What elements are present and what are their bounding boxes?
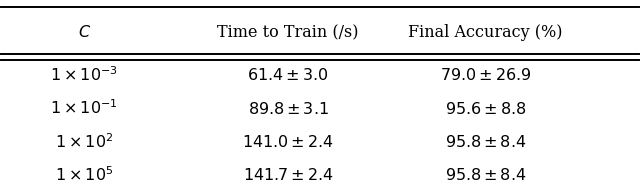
Text: $89.8 \pm 3.1$: $89.8 \pm 3.1$ <box>248 101 328 118</box>
Text: Time to Train (/s): Time to Train (/s) <box>218 24 359 41</box>
Text: $79.0 \pm 26.9$: $79.0 \pm 26.9$ <box>440 67 532 84</box>
Text: $95.8 \pm 8.4$: $95.8 \pm 8.4$ <box>445 134 526 151</box>
Text: $1 \times 10^{2}$: $1 \times 10^{2}$ <box>55 133 113 152</box>
Text: $95.6 \pm 8.8$: $95.6 \pm 8.8$ <box>445 101 526 118</box>
Text: $C$: $C$ <box>77 24 91 41</box>
Text: $1 \times 10^{-3}$: $1 \times 10^{-3}$ <box>51 66 118 85</box>
Text: $141.7 \pm 2.4$: $141.7 \pm 2.4$ <box>243 167 333 184</box>
Text: Final Accuracy (%): Final Accuracy (%) <box>408 24 563 41</box>
Text: $141.0 \pm 2.4$: $141.0 \pm 2.4$ <box>242 134 334 151</box>
Text: $95.8 \pm 8.4$: $95.8 \pm 8.4$ <box>445 167 526 184</box>
Text: $1 \times 10^{5}$: $1 \times 10^{5}$ <box>55 167 113 185</box>
Text: $1 \times 10^{-1}$: $1 \times 10^{-1}$ <box>51 100 118 118</box>
Text: $61.4 \pm 3.0$: $61.4 \pm 3.0$ <box>248 67 329 84</box>
